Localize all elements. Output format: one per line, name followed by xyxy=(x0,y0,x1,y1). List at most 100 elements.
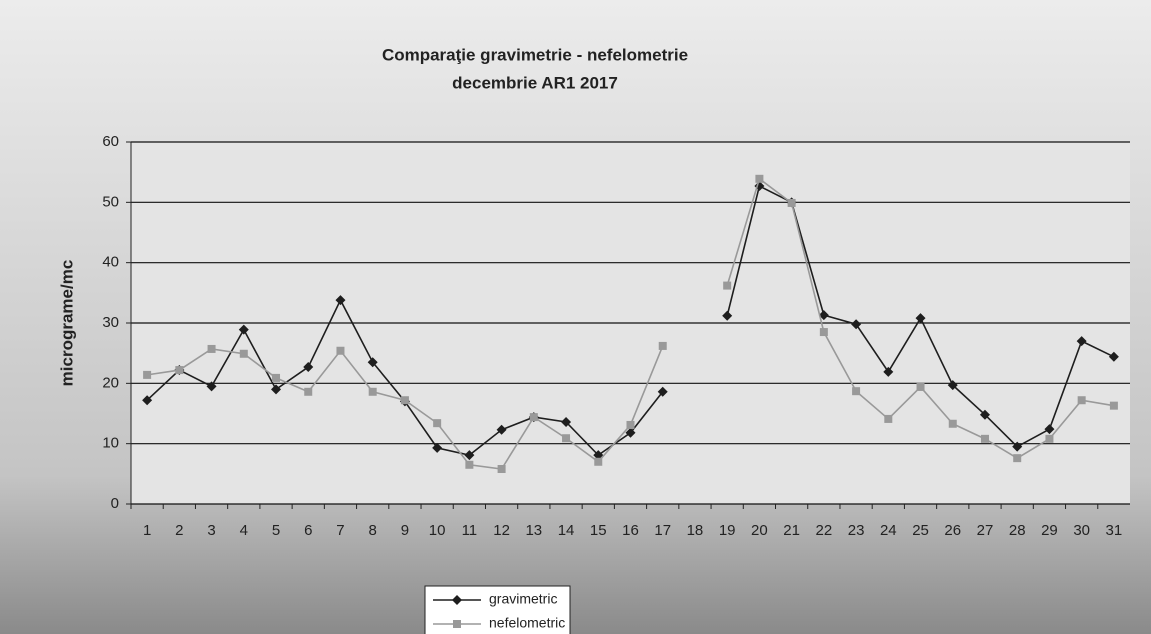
x-tick-label: 3 xyxy=(207,522,215,539)
marker xyxy=(335,295,346,306)
x-tick-label: 13 xyxy=(525,522,542,539)
marker xyxy=(497,465,506,474)
marker xyxy=(1045,434,1054,443)
marker xyxy=(787,198,796,207)
marker xyxy=(979,409,990,420)
marker xyxy=(818,310,829,321)
y-tick-label: 30 xyxy=(102,314,119,331)
marker xyxy=(465,460,474,469)
marker xyxy=(464,450,475,461)
y-axis-label: micrograme/mc xyxy=(57,260,76,387)
marker xyxy=(432,442,443,453)
marker xyxy=(657,386,668,397)
marker xyxy=(453,620,461,628)
x-tick-label: 9 xyxy=(401,522,409,539)
x-tick-label: 5 xyxy=(272,522,280,539)
marker xyxy=(1077,396,1086,405)
x-tick-label: 7 xyxy=(336,522,344,539)
marker xyxy=(562,434,571,443)
marker xyxy=(883,366,894,377)
x-tick-label: 10 xyxy=(429,522,446,539)
legend-label: gravimetric xyxy=(489,591,557,607)
marker xyxy=(238,324,249,335)
marker xyxy=(852,387,861,396)
marker xyxy=(368,387,377,396)
x-tick-label: 16 xyxy=(622,522,639,539)
x-tick-label: 26 xyxy=(944,522,961,539)
marker xyxy=(1013,454,1022,463)
marker xyxy=(271,384,282,395)
marker xyxy=(529,413,538,422)
marker xyxy=(593,450,604,461)
y-tick-label: 40 xyxy=(102,254,119,271)
x-tick-label: 20 xyxy=(751,522,768,539)
legend-box xyxy=(424,585,571,634)
marker xyxy=(916,382,925,391)
marker xyxy=(884,414,893,423)
x-tick-label: 1 xyxy=(143,522,151,539)
marker xyxy=(206,381,217,392)
marker xyxy=(433,419,442,428)
marker xyxy=(207,344,216,353)
marker xyxy=(1044,424,1055,435)
x-tick-label: 30 xyxy=(1073,522,1090,539)
x-tick-label: 21 xyxy=(783,522,800,539)
y-tick-label: 0 xyxy=(111,495,119,512)
x-tick-label: 22 xyxy=(816,522,833,539)
marker xyxy=(272,373,281,382)
x-tick-label: 28 xyxy=(1009,522,1026,539)
marker xyxy=(851,319,862,330)
marker xyxy=(303,362,314,373)
x-tick-label: 14 xyxy=(558,522,575,539)
marker xyxy=(304,387,313,396)
marker xyxy=(239,349,248,358)
marker xyxy=(658,341,667,350)
x-tick-label: 24 xyxy=(880,522,897,539)
marker xyxy=(142,395,153,406)
x-tick-label: 2 xyxy=(175,522,183,539)
x-tick-label: 12 xyxy=(493,522,510,539)
marker xyxy=(496,424,507,435)
x-tick-label: 6 xyxy=(304,522,312,539)
marker xyxy=(755,174,764,183)
marker xyxy=(175,366,184,375)
marker xyxy=(915,313,926,324)
x-tick-label: 25 xyxy=(912,522,929,539)
marker xyxy=(625,427,636,438)
y-tick-label: 10 xyxy=(102,435,119,452)
x-tick-label: 31 xyxy=(1106,522,1123,539)
marker xyxy=(452,595,462,605)
marker xyxy=(947,380,958,391)
y-tick-label: 60 xyxy=(102,133,119,150)
chart-title: Comparaţie gravimetrie - nefelometrie xyxy=(382,45,688,64)
x-tick-label: 29 xyxy=(1041,522,1058,539)
x-tick-label: 17 xyxy=(654,522,671,539)
x-tick-label: 11 xyxy=(462,522,478,539)
marker xyxy=(143,370,152,379)
x-tick-label: 8 xyxy=(369,522,377,539)
marker xyxy=(561,416,572,427)
marker xyxy=(336,346,345,355)
marker xyxy=(594,457,603,466)
marker xyxy=(948,419,957,428)
y-tick-label: 50 xyxy=(102,193,119,210)
chart-subtitle: decembrie AR1 2017 xyxy=(452,73,618,92)
marker xyxy=(980,434,989,443)
x-tick-label: 4 xyxy=(240,522,248,539)
x-tick-label: 19 xyxy=(719,522,736,539)
legend-label: nefelometric xyxy=(489,615,565,631)
x-tick-label: 18 xyxy=(687,522,704,539)
marker xyxy=(723,281,732,290)
legend: gravimetric nefelometric xyxy=(424,585,571,634)
y-tick-label: 20 xyxy=(102,374,119,391)
x-tick-label: 27 xyxy=(977,522,994,539)
marker xyxy=(722,310,733,321)
marker xyxy=(367,357,378,368)
marker xyxy=(1076,336,1087,347)
x-tick-label: 15 xyxy=(590,522,607,539)
marker xyxy=(626,420,635,429)
marker xyxy=(1108,351,1119,362)
marker xyxy=(1109,401,1118,410)
